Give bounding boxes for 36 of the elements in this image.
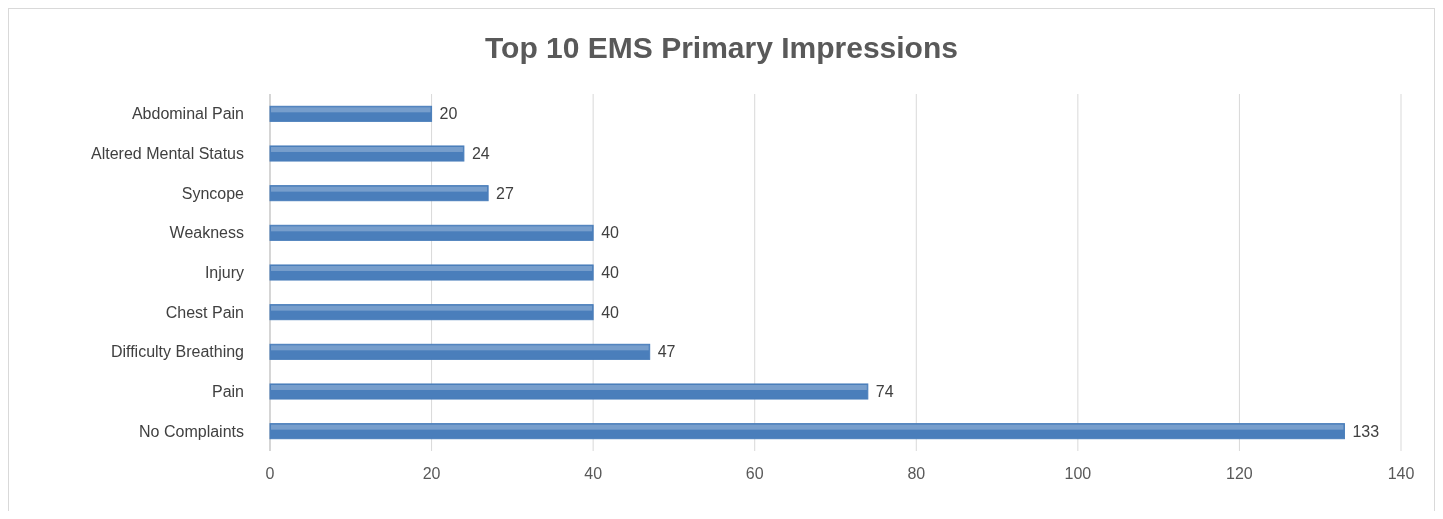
y-tick-label: Weakness (169, 224, 244, 242)
bar (269, 185, 489, 202)
y-tick-label: Syncope (181, 184, 245, 202)
y-tick-label: Altered Mental Status (91, 145, 244, 162)
y-tick-label: Chest Pain (165, 303, 244, 321)
x-tick-label: 0 (265, 465, 275, 482)
y-tick-label: Abdominal Pain (131, 105, 244, 123)
bar (269, 383, 869, 400)
bar (269, 224, 594, 241)
data-label: 20 (439, 105, 458, 123)
y-tick-label: Pain (211, 383, 244, 400)
bar (269, 105, 433, 122)
bar (269, 304, 594, 321)
x-tick-label: 40 (584, 465, 603, 482)
x-tick-label: 60 (745, 465, 764, 482)
y-tick-label: Difficulty Breathing (110, 343, 244, 361)
data-label: 47 (657, 343, 676, 361)
data-label: 74 (875, 383, 894, 400)
bar (269, 423, 1345, 440)
data-label: 40 (601, 224, 620, 242)
bar (269, 343, 651, 360)
data-label: 27 (496, 184, 515, 202)
data-label: 133 (1352, 422, 1380, 440)
x-tick-label: 140 (1387, 465, 1415, 482)
x-tick-label: 80 (907, 465, 926, 482)
data-label: 40 (601, 303, 620, 321)
y-tick-label: Injury (204, 264, 244, 281)
data-label: 24 (471, 145, 490, 162)
x-tick-label: 100 (1064, 465, 1092, 482)
bar (269, 264, 594, 281)
data-label: 40 (601, 264, 620, 281)
bar (269, 145, 465, 162)
x-tick-label: 120 (1226, 465, 1253, 482)
chart-title: Top 10 EMS Primary Impressions (485, 31, 958, 64)
x-tick-label: 20 (422, 465, 441, 482)
y-tick-label: No Complaints (139, 422, 244, 440)
